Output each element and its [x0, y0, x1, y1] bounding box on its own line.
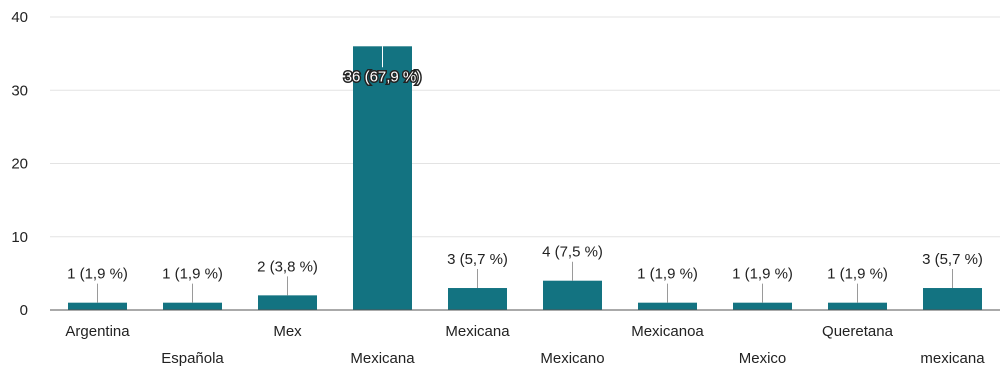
data-label: 1 (1,9 %) — [637, 266, 698, 283]
y-tick-label: 0 — [20, 302, 28, 319]
data-label: 3 (5,7 %) — [922, 251, 983, 268]
data-label: 3 (5,7 %) — [447, 251, 508, 268]
x-category-label: Mexicana — [350, 350, 415, 367]
x-category-label: Española — [161, 350, 224, 367]
bar — [923, 288, 982, 310]
x-category-label: Mexicano — [540, 350, 604, 367]
bar — [448, 288, 507, 310]
y-tick-label: 20 — [11, 156, 28, 173]
y-tick-label: 30 — [11, 82, 28, 99]
y-tick-label: 10 — [11, 229, 28, 246]
bars — [68, 46, 982, 311]
bar — [828, 302, 887, 310]
data-label: 2 (3,8 %) — [257, 258, 318, 275]
data-label: 1 (1,9 %) — [162, 266, 223, 283]
data-labels: 1 (1,9 %) 1 (1,9 %) 2 (3,8 %) 36 (67,9 %) 3 … — [67, 46, 983, 303]
bar — [733, 302, 792, 310]
data-label: 1 (1,9 %) — [732, 266, 793, 283]
x-category-label: Mexicana — [445, 323, 510, 340]
data-label: 1 (1,9 %) — [67, 266, 128, 283]
bar — [68, 302, 127, 310]
gridlines — [50, 16, 1000, 238]
bar — [258, 295, 317, 310]
x-category-label: Argentina — [65, 323, 130, 340]
x-category-label: Mex — [273, 323, 302, 340]
bar — [163, 302, 222, 310]
x-category-label: Mexicanoa — [631, 323, 704, 340]
data-label: 1 (1,9 %) — [827, 266, 888, 283]
bar — [638, 302, 697, 310]
data-label: 4 (7,5 %) — [542, 244, 603, 261]
x-axis-categories: Argentina Española Mex Mexicana Mexicana Mexi… — [65, 323, 985, 367]
x-category-label: Mexico — [739, 350, 787, 367]
y-axis-ticks: 0 10 20 30 40 — [11, 9, 28, 319]
bar — [353, 46, 412, 311]
x-category-label: Queretana — [822, 323, 894, 340]
data-label: 36 (67,9 %) — [344, 68, 422, 85]
bar — [543, 280, 602, 310]
y-tick-label: 40 — [11, 9, 28, 26]
x-category-label: mexicana — [920, 350, 985, 367]
